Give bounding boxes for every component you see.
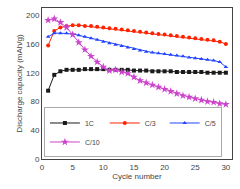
svg-text:20: 20 (160, 163, 169, 172)
svg-text:0: 0 (35, 155, 40, 164)
svg-text:C/10: C/10 (85, 139, 100, 146)
svg-text:160: 160 (26, 40, 40, 49)
svg-text:25: 25 (191, 163, 200, 172)
svg-text:40: 40 (30, 126, 39, 135)
svg-text:C/3: C/3 (145, 120, 156, 127)
svg-text:C/5: C/5 (205, 120, 216, 127)
svg-text:5: 5 (70, 163, 75, 172)
svg-text:10: 10 (99, 163, 108, 172)
svg-text:15: 15 (129, 163, 138, 172)
svg-text:200: 200 (26, 11, 40, 20)
svg-text:1C: 1C (85, 120, 94, 127)
svg-text:120: 120 (26, 69, 40, 78)
svg-text:0: 0 (40, 163, 45, 172)
svg-text:30: 30 (221, 163, 230, 172)
svg-text:Cycle number: Cycle number (112, 172, 162, 181)
svg-text:Discharge capacity (mAh/g): Discharge capacity (mAh/g) (15, 34, 24, 133)
svg-text:80: 80 (30, 97, 39, 106)
